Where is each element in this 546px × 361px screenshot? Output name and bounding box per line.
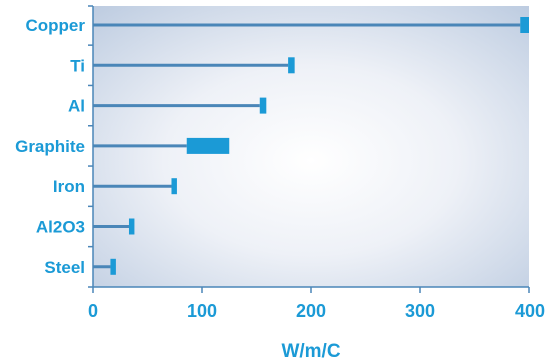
x-tick-label-0: 0 bbox=[88, 301, 98, 321]
category-labels-group: Copper Ti Al Graphite Iron Al2O3 Steel bbox=[15, 16, 85, 277]
category-label-al2o3: Al2O3 bbox=[36, 218, 85, 237]
bar-copper bbox=[520, 17, 529, 33]
x-tick-label-300: 300 bbox=[405, 301, 435, 321]
category-label-al: Al bbox=[68, 97, 85, 116]
axes-group bbox=[88, 5, 530, 293]
bars-group bbox=[110, 17, 529, 275]
category-label-steel: Steel bbox=[44, 258, 85, 277]
bar-ti bbox=[288, 57, 295, 74]
bar-al2o3 bbox=[128, 218, 135, 235]
x-tick-label-400: 400 bbox=[515, 301, 545, 321]
x-tick-label-100: 100 bbox=[187, 301, 217, 321]
category-label-ti: Ti bbox=[70, 56, 85, 75]
category-label-graphite: Graphite bbox=[15, 137, 85, 156]
category-label-copper: Copper bbox=[26, 16, 86, 35]
stems-group bbox=[93, 23, 521, 269]
category-label-iron: Iron bbox=[53, 177, 85, 196]
bar-al bbox=[259, 97, 267, 114]
bar-iron bbox=[171, 178, 177, 195]
tick-labels-group: 0 100 200 300 400 bbox=[88, 301, 545, 321]
bar-graphite bbox=[186, 137, 230, 154]
x-tick-label-200: 200 bbox=[296, 301, 326, 321]
bar-steel bbox=[110, 258, 116, 275]
x-axis-title: W/m/C bbox=[281, 341, 340, 361]
